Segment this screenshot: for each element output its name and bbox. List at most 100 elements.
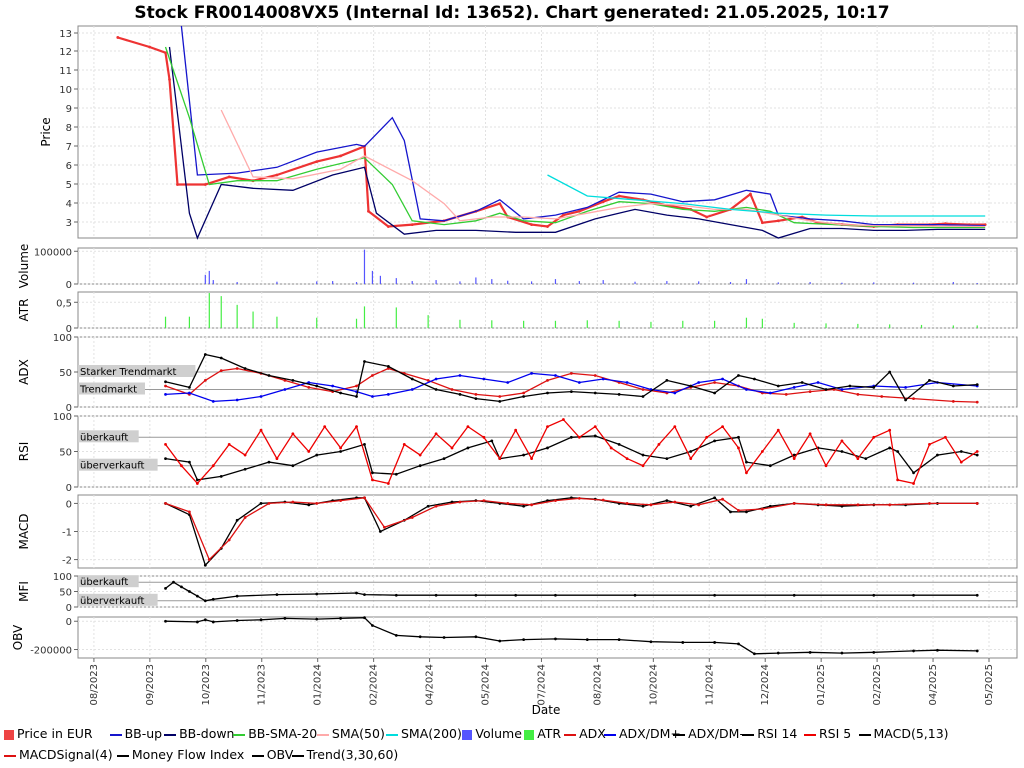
y-tick-label: 0 [66,617,72,628]
series-point [355,395,358,398]
series-point [307,503,311,507]
x-tick-label: 09/2023 [145,664,156,706]
series-point [912,649,915,653]
series-point [689,384,693,388]
series-point [339,154,343,158]
series-point [235,594,239,598]
series-point [211,597,215,601]
series-point [912,482,915,485]
series-point [729,510,732,514]
x-tick-label: 01/2024 [313,664,324,706]
series-point [211,400,215,403]
legend-label: ADX/DM- [688,726,744,741]
series-point [617,443,621,446]
x-tick-label: 08/2024 [592,664,603,706]
series-point [188,460,191,464]
series-point [506,381,510,384]
series-point [386,225,390,228]
series-point [522,391,526,395]
series-point [530,457,533,460]
series-point [188,391,191,395]
band-label-bg [78,430,139,443]
band-label-bg [78,382,145,395]
legend-swatch [742,733,755,736]
legend-label: OBV [266,747,294,762]
series-point [474,397,478,400]
series-point [673,391,677,395]
series-point [617,194,621,198]
y-tick-label: 0 [66,280,72,291]
x-tick-label: 07/2024 [536,664,547,706]
series-point [458,393,462,396]
series-point [275,173,279,177]
panel-mfi: 100 50 0 MFI überkauft überverkauft [17,572,1018,614]
series-point [418,453,422,457]
series-point [546,379,549,382]
series-point [601,377,605,381]
series-point [792,593,796,597]
series-point [195,620,199,624]
series-point [808,390,812,393]
series-point [752,377,756,381]
series-point [275,457,279,460]
series-point [546,425,549,429]
series-point [625,502,629,505]
series-point [434,432,438,436]
series-point [641,504,645,508]
series-point [522,638,526,642]
series-point [315,384,319,388]
series-point [649,640,653,644]
series-point [975,400,979,404]
legend-label: Money Flow Index [131,747,245,762]
y-axis-label-volume: Volume [17,244,31,289]
series-point [315,617,319,621]
series-point [665,457,669,460]
legend-label: MACDSignal(4) [19,747,113,762]
series-point [745,471,748,475]
series-point [697,503,701,507]
y-tick-label: 11 [59,66,72,77]
series-point [498,639,502,643]
legend-item: Trend(3,30,60) [291,747,398,763]
series-point [267,460,271,464]
series-point [243,453,247,457]
series-point [752,652,756,656]
panel-price: 13 12 11 10 9 8 7 6 5 4 3 Price [39,25,1018,240]
series-point [164,457,167,460]
series-point [665,379,669,382]
series-point [426,504,430,508]
legend-label: SMA(200) [401,726,462,741]
panel-macd: 0 -1 -2 MACD [17,494,1018,569]
series-point [259,502,263,505]
series-point [291,432,295,436]
series-point [363,593,366,596]
series-point [951,400,955,403]
series-point [323,425,327,429]
series-point [530,503,533,507]
band-label: Starker Trendmarkt [80,367,177,378]
series-point [315,453,319,457]
legend-label: Price in EUR [17,726,93,741]
legend-swatch [4,754,16,757]
series-point [912,593,915,597]
series-point [267,374,271,377]
panel-rsi: 100 50 0 RSI überkauft überverkauft [17,412,1018,494]
series-point [745,460,748,464]
legend-swatch [316,733,329,736]
series-point [569,435,573,439]
series-point [776,651,780,655]
series-point [776,384,780,388]
series-point [315,502,319,505]
series-point [164,587,167,590]
series-point [394,593,398,597]
series-point [840,651,844,655]
legend-item: OBV [251,747,294,763]
series-point [689,450,693,453]
series-point [386,365,390,368]
series-point [872,650,876,654]
series-point [283,379,287,382]
series-point [737,435,740,439]
series-point [474,393,478,396]
series-point [235,398,239,402]
series-point [792,502,796,505]
